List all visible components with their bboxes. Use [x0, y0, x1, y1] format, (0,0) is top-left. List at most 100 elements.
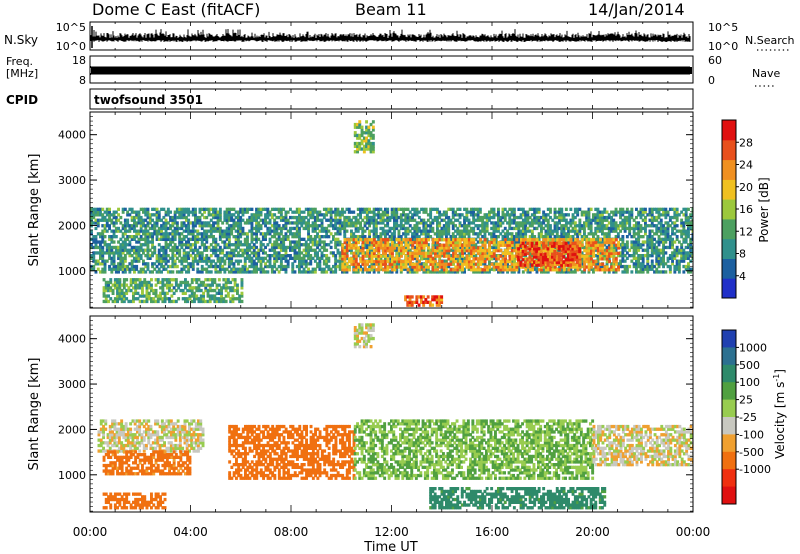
- power-cell: [540, 232, 543, 236]
- power-cell: [135, 235, 139, 239]
- power-cell: [252, 213, 256, 217]
- power-cell: [117, 213, 120, 217]
- power-cell: [650, 243, 654, 247]
- power-cell: [641, 267, 645, 271]
- power-cell: [413, 226, 417, 231]
- power-cell: [275, 245, 279, 250]
- power-cell: [429, 224, 433, 228]
- power-cell: [227, 243, 231, 247]
- power-cell: [461, 268, 464, 272]
- power-cell: [264, 218, 267, 222]
- power-cell: [189, 229, 193, 233]
- power-cell: [135, 215, 139, 220]
- power-cell: [343, 240, 347, 245]
- power-cell: [524, 226, 528, 231]
- power-cell: [128, 207, 132, 211]
- power-cell: [175, 256, 179, 260]
- power-cell: [103, 218, 107, 222]
- power-cell: [275, 237, 279, 241]
- power-cell: [230, 207, 234, 211]
- power-cell: [255, 245, 258, 250]
- power-cell: [542, 213, 546, 217]
- power-cell: [476, 207, 480, 211]
- power-cell: [386, 232, 390, 236]
- power-cell: [650, 229, 654, 233]
- power-cell: [187, 226, 191, 231]
- power-cell: [255, 232, 258, 236]
- power-cell: [506, 221, 509, 225]
- power-cell: [212, 229, 215, 233]
- power-cell: [246, 254, 249, 258]
- power-cell: [196, 218, 200, 222]
- power-cell: [601, 221, 604, 225]
- power-cell: [472, 257, 476, 261]
- power-cell: [257, 221, 261, 225]
- power-cell: [171, 254, 175, 258]
- power-cell: [94, 270, 98, 274]
- power-cell: [266, 226, 270, 231]
- power-cell: [237, 262, 240, 266]
- power-cell: [422, 240, 426, 245]
- power-cell: [512, 226, 516, 231]
- power-cell: [413, 268, 417, 272]
- power-cell: [295, 251, 299, 255]
- power-cell: [492, 240, 496, 245]
- power-cell: [284, 232, 288, 236]
- power-cell: [151, 218, 154, 222]
- power-cell: [223, 215, 227, 220]
- power-cell: [472, 265, 476, 269]
- power-cell: [469, 213, 473, 217]
- power-cell: [334, 218, 338, 222]
- power-cell: [503, 226, 507, 231]
- power-cell: [691, 251, 693, 255]
- power-cell: [381, 226, 385, 231]
- power-cell: [357, 249, 360, 253]
- power-cell: [510, 226, 514, 231]
- power-cell: [668, 237, 672, 241]
- power-cell: [684, 267, 688, 271]
- power-cell: [203, 267, 206, 271]
- power-cell: [266, 215, 270, 220]
- power-cell: [214, 210, 218, 214]
- power-cell: [304, 226, 308, 231]
- power-cell: [558, 215, 561, 220]
- power-cell: [592, 270, 595, 274]
- power-cell: [420, 229, 423, 233]
- power-cell: [535, 226, 539, 231]
- power-cell: [227, 226, 231, 231]
- power-cell: [440, 235, 444, 239]
- power-cell: [117, 256, 120, 260]
- power-cell: [377, 259, 381, 264]
- power-cell: [243, 232, 247, 236]
- power-cell: [465, 226, 469, 231]
- power-cell: [377, 270, 381, 274]
- power-cell: [130, 224, 134, 228]
- power-cell: [384, 235, 387, 239]
- power-cell: [616, 235, 620, 239]
- power-cell: [526, 229, 530, 233]
- power-cell: [133, 221, 136, 225]
- power-cell: [166, 221, 170, 225]
- power-cell: [207, 229, 211, 233]
- power-cell: [510, 268, 514, 272]
- power-cell: [639, 264, 643, 269]
- power-cell: [497, 224, 500, 228]
- power-cell: [261, 243, 265, 247]
- power-cell: [644, 215, 647, 220]
- power-cell: [492, 210, 496, 214]
- power-cell: [438, 246, 442, 250]
- power-cell: [130, 237, 134, 241]
- power-cell: [540, 226, 543, 231]
- power-cell: [230, 248, 234, 252]
- power-cell: [270, 248, 274, 252]
- power-cell: [524, 235, 528, 239]
- power-cell: [286, 264, 290, 269]
- power-cell: [336, 240, 340, 244]
- power-cell: [325, 210, 329, 214]
- power-cell: [370, 265, 374, 269]
- power-cell: [352, 243, 356, 247]
- power-cell: [171, 264, 175, 269]
- power-cell: [436, 249, 440, 253]
- power-cell: [225, 207, 229, 211]
- power-cell: [123, 256, 127, 260]
